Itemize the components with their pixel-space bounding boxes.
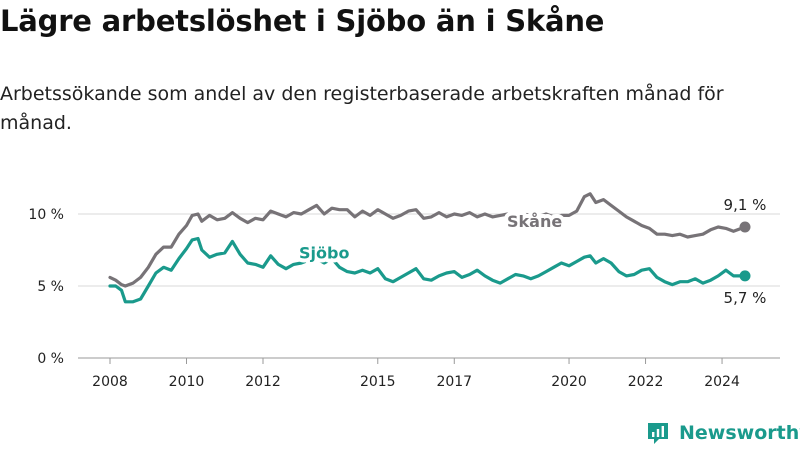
series-label-sjobo-halo: Sjöbo xyxy=(299,244,349,263)
line-chart: 0 % 5 % 10 % 2008 2010 2012 2015 2017 2020 2022 20… xyxy=(28,192,780,390)
x-tick-label: 2012 xyxy=(245,374,281,390)
y-tick-label: 10 % xyxy=(28,207,64,223)
brand-name: Newsworthy xyxy=(679,422,800,444)
series-line-sjbo xyxy=(108,236,747,304)
brand-logo: Newsworthy xyxy=(645,420,800,446)
end-value-label-skne: 9,1 % xyxy=(724,196,767,214)
x-tick-label: 2015 xyxy=(360,374,396,390)
chart-subtitle: Arbetssökande som andel av den registerb… xyxy=(0,83,724,134)
end-value-label-sjbo: 5,7 % xyxy=(724,289,767,307)
newsworthy-logo-icon xyxy=(648,423,668,444)
series-line-skne xyxy=(108,192,747,288)
x-tick-label: 2010 xyxy=(169,374,205,390)
x-tick-label: 2017 xyxy=(436,374,472,390)
x-tick-label: 2022 xyxy=(628,374,664,390)
end-dot-sjbo xyxy=(739,270,751,282)
end-dot-skne xyxy=(739,221,751,233)
y-tick-label: 5 % xyxy=(37,279,64,295)
x-tick-label: 2024 xyxy=(704,374,740,390)
series-label-skane: Skåne xyxy=(507,212,562,231)
series-label-skane-halo: Skåne xyxy=(507,212,562,231)
y-tick-label: 0 % xyxy=(37,351,64,367)
series-label-sjobo: Sjöbo xyxy=(299,244,349,263)
x-tick-label: 2020 xyxy=(551,374,587,390)
x-tick-label: 2008 xyxy=(92,374,128,390)
chart-title: Lägre arbetslöshet i Sjöbo än i Skåne xyxy=(0,4,605,38)
